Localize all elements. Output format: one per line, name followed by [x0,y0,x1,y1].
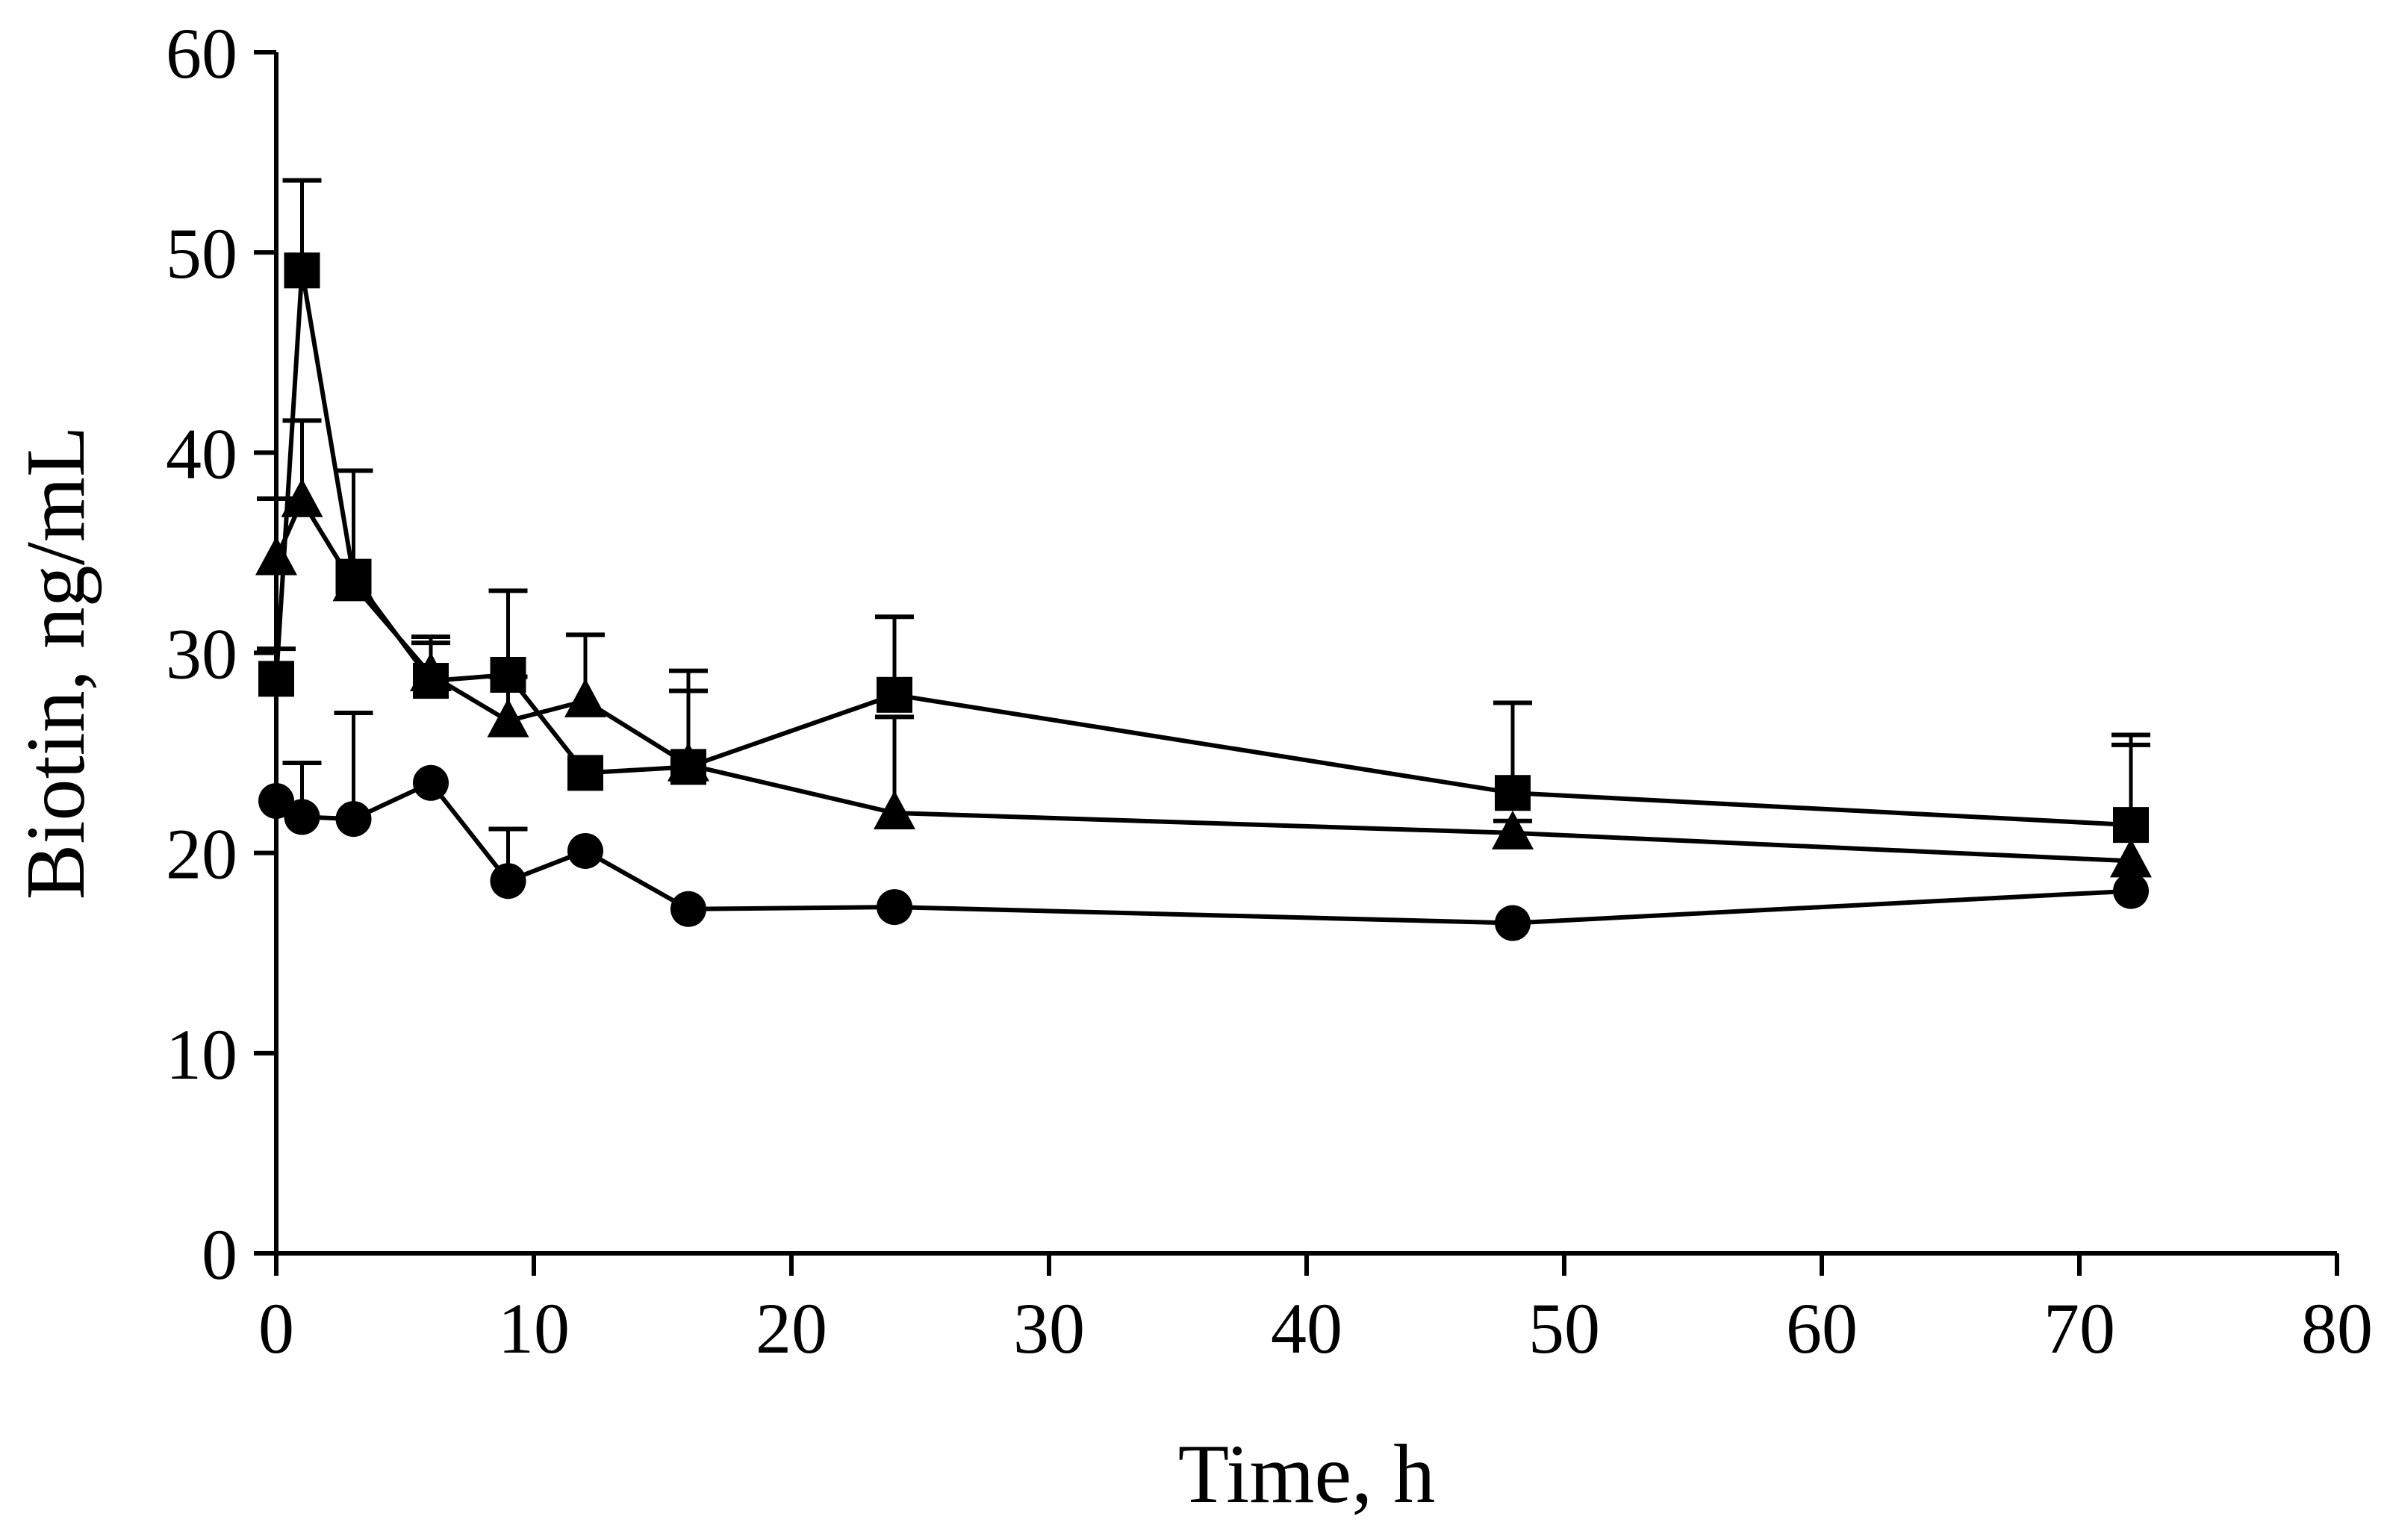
y-tick-label: 30 [166,614,237,694]
y-axis-title: Biotin, ng/mL [10,426,102,900]
data-point-triangle [332,562,375,602]
data-point-square [1495,775,1531,811]
axes [274,52,2337,1256]
data-point-square [567,755,603,791]
error-bars [257,178,2150,882]
data-point-circle [335,801,372,838]
x-tick-label: 20 [756,1288,827,1368]
data-point-circle [670,891,706,927]
x-tick-label: 80 [2301,1288,2373,1368]
data-point-circle [2113,873,2149,909]
data-point-square [284,252,320,289]
y-tick-label: 10 [166,1014,237,1094]
data-point-circle [284,799,320,835]
x-ticks: 0 10 20 30 40 50 60 70 80 [258,1253,2373,1368]
x-tick-label: 0 [258,1288,294,1368]
data-point-triangle [874,791,915,830]
data-point-square [877,676,912,713]
y-tick-label: 50 [166,213,237,293]
series-lines [274,268,2132,926]
data-point-circle [567,832,603,869]
series-line-square [274,268,2132,828]
x-tick-label: 30 [1013,1288,1085,1368]
data-point-triangle [667,742,709,782]
x-tick-label: 70 [2044,1288,2115,1368]
x-tick-label: 40 [1271,1288,1342,1368]
data-point-triangle [2110,838,2152,878]
series-line-circle [275,780,2132,926]
data-point-triangle [1492,810,1534,850]
data-point-circle [258,782,294,819]
y-tick-label: 20 [166,814,237,894]
series-line-triangle [274,498,2132,864]
data-point-triangle [255,536,297,576]
x-axis-title: Time, h [1178,1428,1435,1521]
markers [255,252,2152,941]
x-tick-label: 50 [1528,1288,1600,1368]
data-point-triangle [281,478,323,517]
data-point-circle [1495,905,1531,941]
data-point-triangle [564,678,606,717]
data-point-square [490,656,526,693]
y-tick-label: 60 [166,13,237,93]
y-tick-label: 40 [166,414,237,493]
data-point-square [2113,807,2149,844]
x-tick-label: 60 [1786,1288,1858,1368]
data-point-triangle [487,698,529,738]
data-point-circle [490,863,526,900]
data-point-square [258,661,294,697]
data-point-circle [413,764,449,801]
data-point-circle [877,889,912,926]
data-point-triangle [410,652,452,691]
y-tick-label: 0 [202,1215,237,1294]
y-ticks: 0 10 20 30 40 50 60 [166,13,276,1294]
x-tick-label: 10 [498,1288,570,1368]
